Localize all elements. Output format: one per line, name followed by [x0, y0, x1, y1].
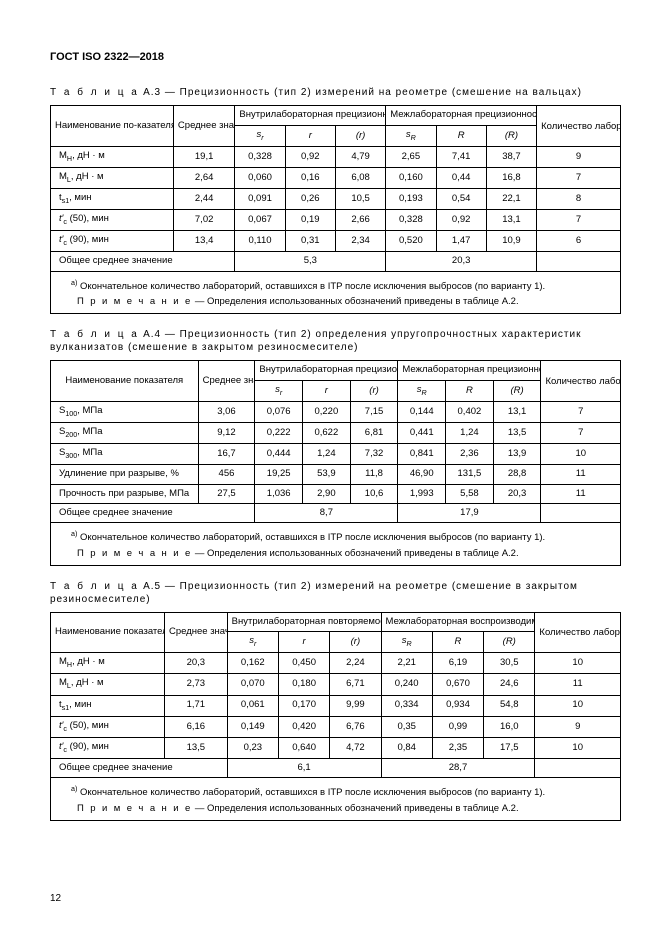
hdr-inter: Межлабораторная прецизионность [386, 106, 537, 125]
sub-r: r [285, 125, 335, 146]
table-a4-footnote: a) Окончательное количество лабораторий,… [51, 523, 621, 566]
table-row: S300, МПа16,70,4441,247,320,8412,3613,91… [51, 444, 621, 465]
doc-id: ГОСТ ISO 2322—2018 [50, 50, 621, 64]
table-row: S100, МПа3,060,0760,2207,150,1440,40213,… [51, 401, 621, 422]
hdr-inter: Межлабораторная прецизионность [398, 361, 541, 380]
overall-inter: 20,3 [386, 252, 537, 271]
overall-empty [537, 252, 621, 271]
table-row: Удлинение при разрыве, %45619,2553,911,8… [51, 465, 621, 484]
table-a5: Наименование показателя Cреднее значение… [50, 612, 621, 821]
hdr-mean: Cреднее значение [198, 361, 255, 401]
table-a5-footnote: a) Окончательное количество лабораторий,… [51, 778, 621, 821]
table-row: t′c (90), мин13,40,1100,312,340,5201,471… [51, 231, 621, 252]
page: ГОСТ ISO 2322—2018 Т а б л и ц а А.3 — П… [0, 0, 661, 935]
hdr-mean: Cреднее значение [173, 106, 234, 146]
hdr-name: Наименование показателя [51, 361, 199, 401]
hdr-name: Наименование по-казателя [51, 106, 174, 146]
table-row: t′c (90), мин13,50,230,6404,720,842,3517… [51, 737, 621, 758]
table-row: ML, дН · м2,640,0600,166,080,1600,4416,8… [51, 167, 621, 188]
sub-rp: (r) [335, 125, 385, 146]
sub-Rp: (R) [486, 125, 536, 146]
overall-intra: 5,3 [235, 252, 386, 271]
table-a3-footnote: a) Окончательное количество лабораторий,… [51, 271, 621, 314]
table-row: ts1, мин2,440,0910,2610,50,1930,5422,18 [51, 189, 621, 210]
table-a5-caption: Т а б л и ц а А.5 — Прецизионность (тип … [50, 580, 621, 606]
table-a4-caption: Т а б л и ц а А.4 — Прецизионность (тип … [50, 328, 621, 354]
table-a4-body: S100, МПа3,060,0760,2207,150,1440,40213,… [51, 401, 621, 503]
page-number: 12 [50, 892, 61, 905]
hdr-intra: Внутрилабораторная прецизионность [255, 361, 398, 380]
table-a3-caption: Т а б л и ц а А.3 — Прецизионность (тип … [50, 86, 621, 99]
table-a3: Наименование по-казателя Cреднее значени… [50, 105, 621, 314]
sub-R: R [436, 125, 486, 146]
sub-sr: sr [235, 125, 285, 146]
table-row: MH, дН · м20,30,1620,4502,242,216,1930,5… [51, 653, 621, 674]
sub-sR: sR [386, 125, 436, 146]
table-row: MH, дН · м19,10,3280,924,792,657,4138,79 [51, 146, 621, 167]
overall-label: Общее среднее значение [51, 252, 235, 271]
hdr-name: Наименование показателя [51, 612, 165, 652]
hdr-labs: Количество лабораторийa) [541, 361, 621, 401]
table-a5-body: MH, дН · м20,30,1620,4502,242,216,1930,5… [51, 653, 621, 759]
table-row: Прочность при разрыве, МПа27,51,0362,901… [51, 484, 621, 503]
table-row: S200, МПа9,120,2220,6226,810,4411,2413,5… [51, 422, 621, 443]
hdr-intra: Внутрилабораторная прецизионность [235, 106, 386, 125]
table-row: ML, дН · м2,730,0700,1806,710,2400,67024… [51, 674, 621, 695]
table-a3-body: MH, дН · м19,10,3280,924,792,657,4138,79… [51, 146, 621, 252]
table-a4: Наименование показателя Cреднее значение… [50, 360, 621, 565]
table-row: t′c (50), мин6,160,1490,4206,760,350,991… [51, 716, 621, 737]
table-row: ts1, мин1,710,0610,1709,990,3340,93454,8… [51, 695, 621, 716]
table-row: t′c (50), мин7,020,0670,192,660,3280,921… [51, 210, 621, 231]
hdr-labs: Количество лабораторийa) [537, 106, 621, 146]
